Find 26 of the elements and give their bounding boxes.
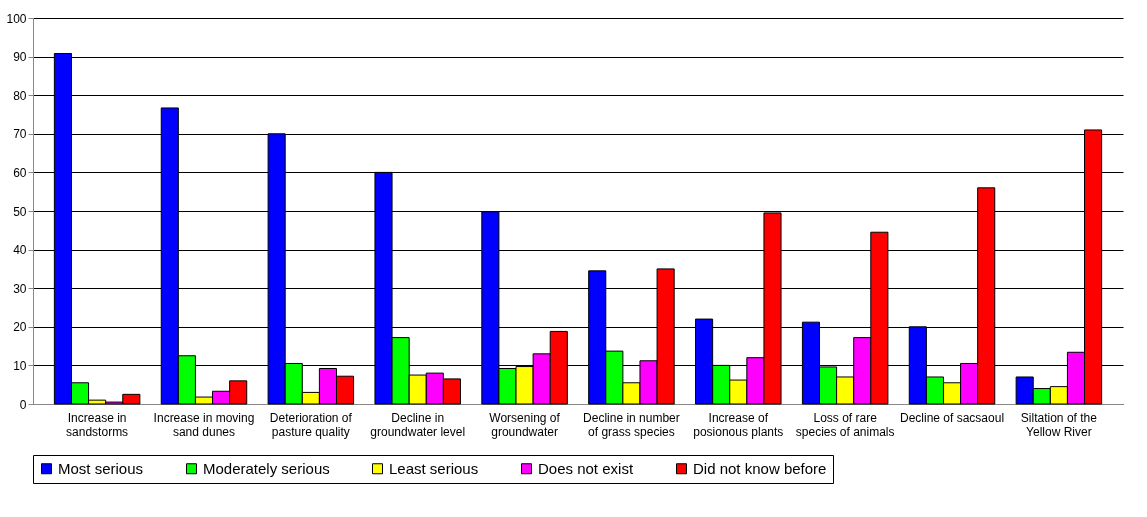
x-tick-label: Decline in groundwater level (370, 410, 466, 439)
y-tick-label: 0 (19, 397, 27, 412)
x-tick-label: Deterioration of pasture quality (269, 410, 353, 439)
y-tick-label: 30 (13, 281, 27, 296)
x-tick-label: Decline of sacsaoul (899, 410, 1005, 425)
x-tick-label: Increase in moving sand dunes (153, 410, 255, 439)
y-tick-label: 90 (13, 50, 27, 65)
x-tick-label: Siltation of the Yellow River (1020, 410, 1098, 439)
x-tick-label: Increase of posionous plants (693, 410, 784, 439)
y-tick-label: 40 (13, 243, 27, 258)
x-tick-label: Worsening of groundwater (489, 410, 561, 439)
x-tick-label: Increase in sandstorms (66, 410, 129, 439)
x-tick-label: Loss of rare species of animals (795, 410, 895, 439)
y-tick-label: 80 (13, 88, 27, 103)
y-tick-label: 60 (13, 165, 27, 180)
legend-label: Does not exist (538, 459, 634, 477)
y-tick-label: 70 (13, 127, 27, 142)
legend-label: Least serious (389, 459, 479, 477)
y-tick-label: 50 (13, 204, 27, 219)
x-tick-label: Decline in number of grass species (583, 410, 680, 439)
legend-label: Most serious (58, 459, 144, 477)
y-tick-label: 10 (13, 358, 27, 373)
legend-label: Moderately serious (203, 459, 330, 477)
legend-label: Did not know before (693, 459, 827, 477)
y-tick-label: 20 (13, 320, 27, 335)
y-tick-label: 100 (6, 11, 27, 26)
